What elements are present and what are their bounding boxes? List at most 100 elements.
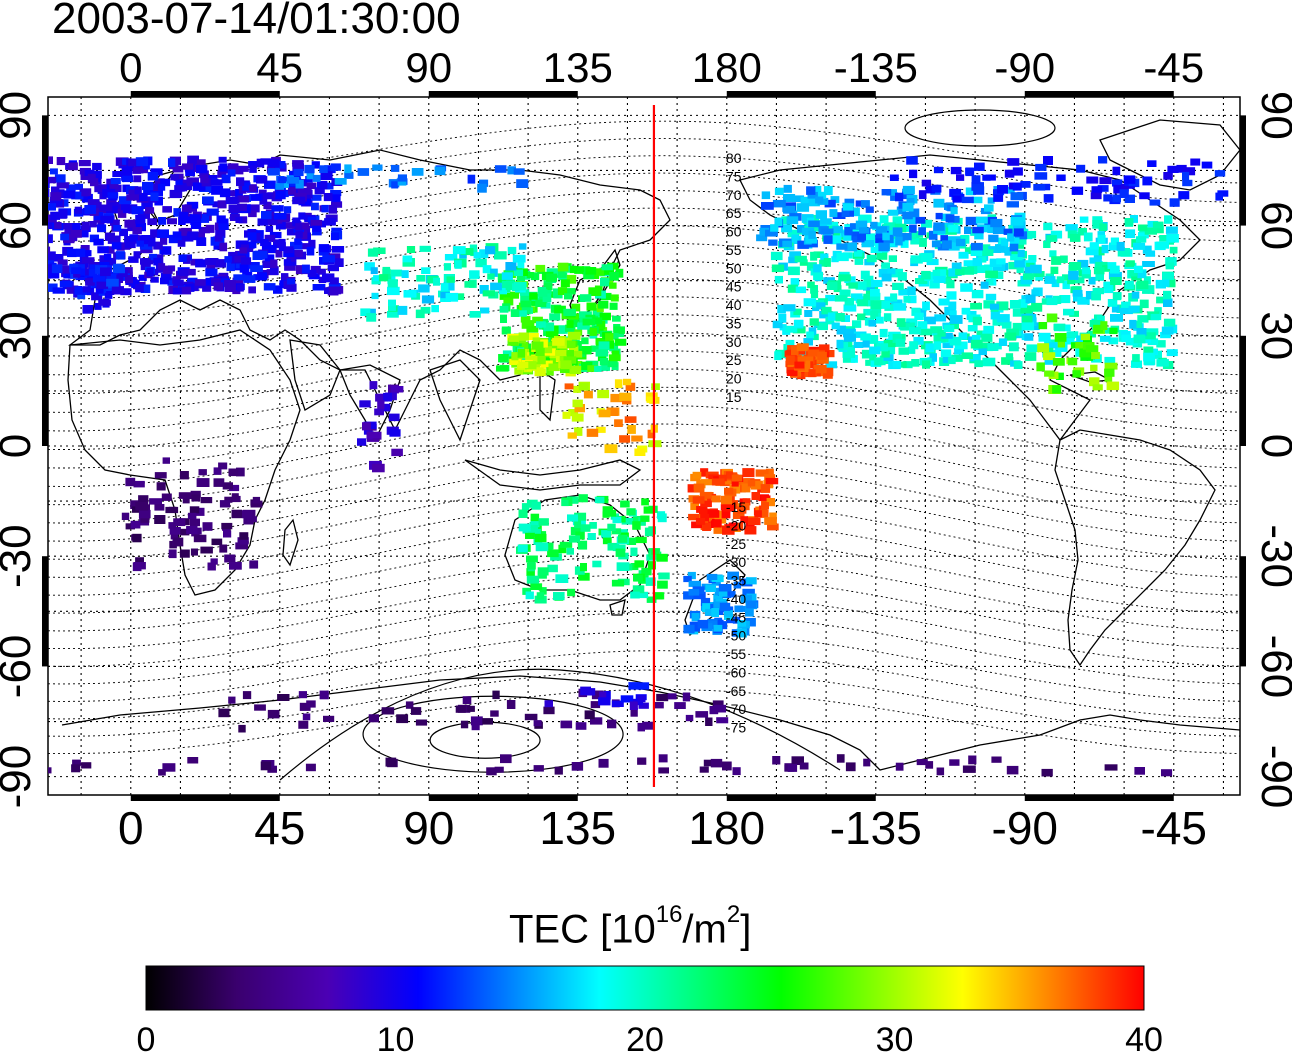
tec-pixel	[592, 560, 602, 568]
tec-pixel	[783, 304, 796, 312]
tec-pixel	[578, 572, 590, 581]
tec-pixel	[210, 558, 218, 565]
tec-pixel	[765, 229, 778, 237]
tec-pixel	[567, 588, 576, 597]
colorbar-tick-label: 10	[377, 1021, 415, 1057]
tec-pixel	[1052, 385, 1062, 394]
tec-pixel	[173, 518, 186, 527]
lat-tick-label-right: 30	[1252, 311, 1292, 360]
tec-pixel	[464, 281, 475, 288]
tec-pixel	[514, 368, 524, 375]
tec-pixel	[286, 283, 297, 292]
tec-pixel	[590, 345, 602, 352]
tec-pixel	[590, 701, 601, 709]
tec-pixel	[310, 265, 321, 274]
tec-pixel	[500, 754, 512, 764]
tec-pixel	[224, 283, 236, 292]
tec-pixel	[8, 491, 20, 498]
lat-tick-label-right: -60	[1252, 635, 1292, 699]
tec-pixel	[378, 274, 389, 282]
tec-pixel	[344, 164, 352, 174]
tec-pixel	[611, 579, 625, 587]
tec-pixel	[1134, 767, 1145, 775]
tec-pixel	[761, 202, 774, 210]
tec-pixel	[1089, 320, 1103, 327]
tec-pixel	[260, 761, 272, 771]
tec-pixel	[278, 238, 286, 247]
tec-pixel	[0, 517, 4, 524]
tec-pixel	[118, 196, 132, 205]
tec-pixel	[530, 583, 543, 590]
tec-pixel	[168, 522, 177, 529]
tec-pixel	[1069, 233, 1081, 242]
tec-pixel	[1133, 334, 1146, 344]
tec-pixel	[844, 227, 853, 236]
tec-pixel	[962, 196, 974, 204]
tec-pixel	[618, 534, 628, 543]
tec-pixel	[1156, 340, 1166, 348]
tec-pixel	[1162, 273, 1174, 280]
tec-pixel	[863, 293, 872, 301]
tec-pixel	[608, 354, 621, 362]
tec-pixel	[97, 224, 107, 233]
tec-pixel	[819, 310, 829, 319]
tec-pixel	[1083, 232, 1093, 242]
tec-pixel	[283, 259, 292, 266]
tec-pixel	[199, 170, 209, 179]
tec-pixel	[1136, 280, 1149, 290]
tec-pixel	[598, 409, 611, 418]
tec-pixel	[267, 215, 278, 225]
tec-pixel	[1082, 267, 1090, 275]
tec-pixel	[443, 263, 451, 271]
tec-pixel	[538, 518, 549, 526]
tec-pixel	[658, 767, 669, 774]
tec-pixel	[286, 278, 296, 285]
tec-pixel	[863, 279, 874, 288]
tec-pixel	[740, 478, 751, 487]
colorbar-gradient	[145, 965, 1145, 1011]
tec-pixel	[575, 360, 583, 370]
tec-pixel	[367, 248, 378, 257]
tec-pixel	[520, 341, 529, 351]
tec-pixel	[965, 167, 974, 177]
tec-pixel	[229, 213, 240, 221]
colorbar-title-prefix: TEC [10	[509, 907, 656, 952]
tec-pixel	[1119, 189, 1129, 198]
tec-pixel	[785, 355, 795, 365]
tec-pixel	[1134, 320, 1143, 329]
tec-pixel	[187, 512, 197, 519]
tec-pixel	[1007, 158, 1020, 166]
tec-pixel	[331, 201, 343, 208]
tec-pixel	[510, 309, 520, 317]
bottom-axis-band	[726, 795, 876, 801]
tec-pixel	[955, 238, 966, 247]
tec-pixel	[154, 504, 165, 511]
tec-pixel	[1031, 289, 1040, 297]
tec-pixel	[714, 619, 724, 628]
tec-pixel	[911, 359, 920, 367]
tec-pixel	[135, 502, 149, 511]
tec-pixel	[237, 203, 247, 212]
tec-pixel	[674, 702, 686, 709]
tec-pixel	[1124, 280, 1134, 289]
tec-pixel	[494, 251, 507, 260]
tec-pixel	[298, 720, 309, 729]
tec-pixel	[579, 346, 592, 355]
tec-pixel	[194, 527, 202, 535]
tec-pixel	[823, 367, 834, 377]
tec-pixel	[560, 720, 573, 729]
tec-pixel	[1076, 164, 1086, 173]
tec-pixel	[580, 524, 591, 532]
tec-pixel	[992, 226, 1006, 234]
lon-tick-label-bottom: 45	[254, 802, 305, 854]
tec-pixel	[863, 275, 874, 283]
tec-pixel	[228, 484, 240, 492]
tec-pixel	[602, 537, 612, 545]
tec-pixel	[609, 271, 619, 281]
tec-pixel	[734, 605, 743, 613]
tec-pixel	[140, 514, 150, 523]
tec-pixel	[978, 256, 987, 263]
tec-pixel	[990, 311, 1000, 320]
tec-pixel	[227, 163, 239, 172]
tec-pixel	[530, 513, 540, 522]
